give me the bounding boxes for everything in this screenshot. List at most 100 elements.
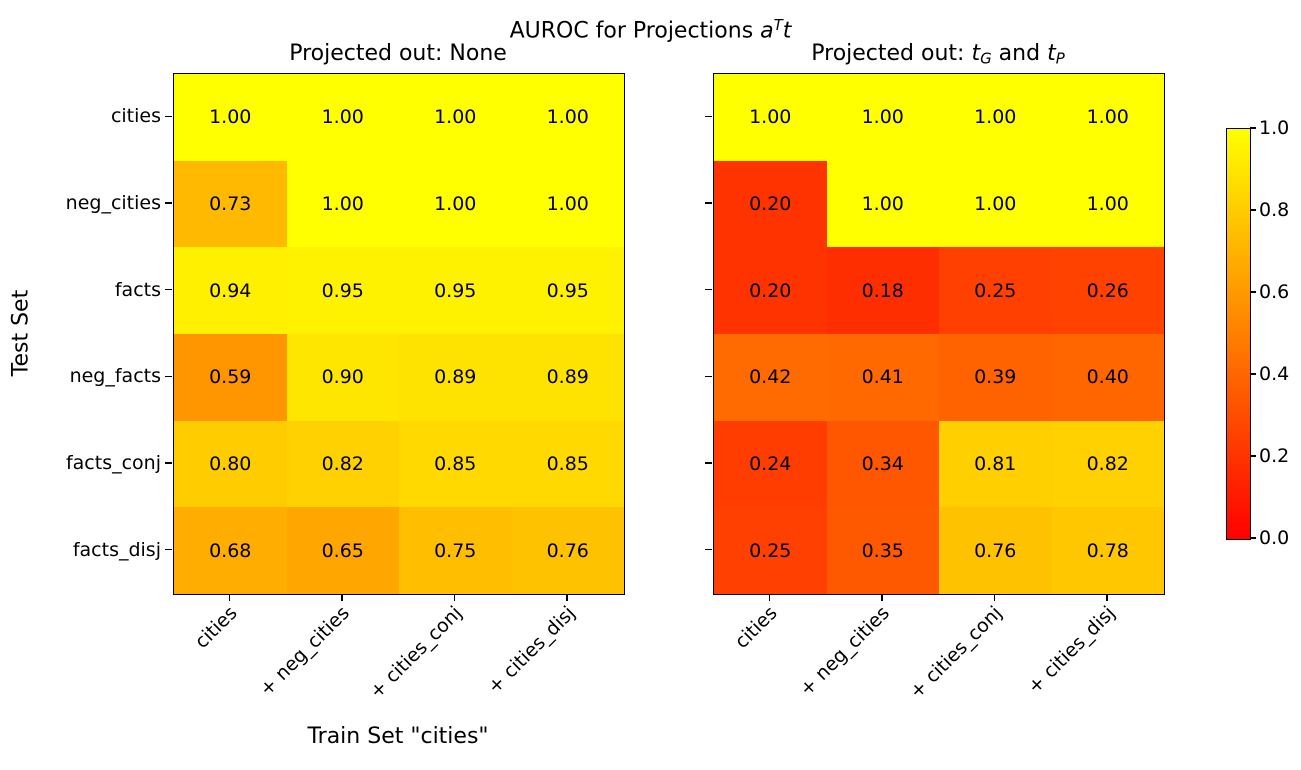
- colorbar-tick: [1250, 455, 1257, 457]
- left-subplot-title: Projected out: None: [289, 41, 507, 66]
- x-tick: [768, 594, 770, 602]
- heatmap-cell: 1.00: [174, 74, 287, 161]
- y-tick-label: cities: [110, 105, 161, 128]
- math-sub-P: P: [1055, 49, 1065, 68]
- heatmap-cell: 1.00: [399, 160, 512, 248]
- heatmap-cell: 0.59: [174, 334, 287, 421]
- math-t-p: t: [1047, 41, 1056, 66]
- heatmap-cell: 0.24: [714, 420, 827, 508]
- colorbar-tick: [1250, 127, 1257, 129]
- heatmap-cell: 0.68: [174, 507, 287, 594]
- x-tick: [1106, 594, 1108, 602]
- heatmap-cell: 0.26: [1051, 247, 1164, 334]
- y-tick-label: neg_facts: [69, 365, 161, 388]
- math-t-g: t: [971, 41, 981, 66]
- heatmap-cell: 0.73: [174, 160, 287, 248]
- x-tick-label: cities: [730, 602, 782, 653]
- heatmap-cell: 0.89: [511, 334, 624, 421]
- x-tick-label: cities: [190, 602, 242, 653]
- heatmap-cell: 1.00: [511, 160, 624, 248]
- heatmap-cell: 0.25: [939, 247, 1052, 334]
- heatmap-cell: 0.95: [511, 247, 624, 334]
- heatmap-cell: 0.82: [286, 420, 399, 508]
- heatmap-cell: 0.89: [399, 334, 512, 421]
- colorbar-tick-label: 0.4: [1259, 363, 1290, 385]
- y-tick: [164, 202, 172, 204]
- heatmap-cell: 0.35: [826, 507, 939, 594]
- heatmap-cell: 0.65: [286, 507, 399, 594]
- y-tick: [704, 288, 712, 291]
- y-tick: [704, 548, 712, 551]
- colorbar-tick-label: 0.2: [1259, 445, 1290, 467]
- y-tick: [164, 548, 172, 551]
- heatmap-cell: 1.00: [286, 74, 399, 161]
- heatmap-cell: 0.76: [939, 507, 1052, 594]
- heatmap-cell: 1.00: [1051, 74, 1164, 161]
- heatmap-cell: 0.94: [174, 247, 287, 334]
- heatmap-cell: 0.76: [511, 507, 624, 594]
- colorbar-tick: [1250, 291, 1257, 293]
- y-tick: [704, 202, 712, 204]
- heatmap-cell: 0.42: [714, 334, 827, 421]
- heatmap-cell: 0.75: [399, 507, 512, 594]
- x-tick: [881, 594, 883, 602]
- colorbar-tick-label: 0.8: [1259, 199, 1290, 221]
- figure-title-text: AUROC for Projections: [509, 18, 761, 44]
- x-tick-label: + neg_cities: [795, 602, 895, 701]
- heatmap-cell: 1.00: [714, 74, 827, 161]
- colorbar-tick: [1250, 373, 1257, 375]
- heatmap-cell: 0.20: [714, 247, 827, 334]
- y-tick-label: facts_conj: [65, 452, 161, 474]
- math-sub-G: G: [980, 49, 992, 68]
- heatmap-cell: 0.90: [286, 334, 399, 421]
- y-tick-label: facts_disj: [72, 538, 161, 561]
- x-tick: [341, 594, 343, 602]
- heatmap-cell: 0.20: [714, 160, 827, 248]
- heatmap-cell: 0.34: [826, 420, 939, 508]
- heatmap-cell: 0.41: [826, 334, 939, 421]
- y-tick-label: facts: [114, 278, 161, 301]
- x-tick: [453, 594, 455, 602]
- x-tick-label: + cities_disj: [1023, 602, 1120, 699]
- heatmap-cell: 1.00: [1051, 160, 1164, 248]
- heatmap-cell: 0.95: [399, 247, 512, 334]
- x-tick-label: + neg_cities: [255, 602, 355, 701]
- y-tick: [704, 462, 712, 464]
- x-tick-label: + cities_conj: [905, 602, 1007, 704]
- y-tick: [164, 115, 172, 118]
- y-tick: [704, 375, 712, 378]
- right-title-and: and: [991, 41, 1048, 66]
- right-title-text: Projected out:: [811, 41, 972, 66]
- y-axis-label: Test Set: [8, 289, 34, 377]
- x-tick: [566, 594, 568, 602]
- colorbar: [1226, 128, 1251, 540]
- math-t: t: [782, 18, 792, 44]
- x-axis-label: Train Set "cities": [307, 724, 489, 749]
- heatmap-cell: 0.40: [1051, 334, 1164, 421]
- y-tick-label: neg_cities: [65, 192, 161, 214]
- heatmap-cell: 0.80: [174, 420, 287, 508]
- y-tick: [164, 375, 172, 378]
- right-subplot-title: Projected out: tG and tP: [713, 40, 1163, 73]
- heatmap-cell: 1.00: [826, 160, 939, 248]
- y-tick: [704, 115, 712, 118]
- colorbar-tick-label: 0.0: [1259, 527, 1290, 549]
- heatmap-cell: 0.25: [714, 507, 827, 594]
- math-sup-T: T: [773, 16, 783, 34]
- heatmap-cell: 0.18: [826, 247, 939, 334]
- colorbar-tick-label: 1.0: [1259, 117, 1290, 139]
- heatmap-cell: 0.81: [939, 420, 1052, 508]
- heatmap-cell: 1.00: [939, 160, 1052, 248]
- y-tick: [164, 288, 172, 291]
- x-tick: [228, 594, 230, 602]
- heatmap-cell: 0.78: [1051, 507, 1164, 594]
- heatmap-cell: 0.85: [399, 420, 512, 508]
- heatmap-cell: 1.00: [399, 74, 512, 161]
- colorbar-tick-label: 0.6: [1259, 281, 1290, 303]
- heatmap-cell: 0.85: [511, 420, 624, 508]
- x-tick-label: + cities_conj: [365, 602, 467, 704]
- right-heatmap: 1.00 1.00 1.00 1.00 0.20 1.00 1.00 1.00 0.20 0.18…: [713, 73, 1165, 595]
- heatmap-cell: 1.00: [826, 74, 939, 161]
- left-heatmap: 1.00 1.00 1.00 1.00 0.73 1.00 1.00 1.00 0.94 0.95…: [173, 73, 625, 595]
